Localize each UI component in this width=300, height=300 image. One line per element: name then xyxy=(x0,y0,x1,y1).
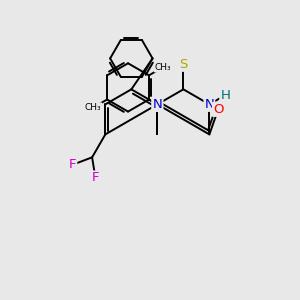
Text: F: F xyxy=(69,158,76,171)
Text: N: N xyxy=(205,98,214,111)
Text: H: H xyxy=(220,89,230,102)
Text: S: S xyxy=(179,58,188,71)
Text: CH₃: CH₃ xyxy=(85,103,101,112)
Text: O: O xyxy=(213,103,224,116)
Text: N: N xyxy=(152,98,162,111)
Text: CH₃: CH₃ xyxy=(155,63,171,72)
Text: F: F xyxy=(92,172,99,184)
Text: N: N xyxy=(152,98,162,111)
